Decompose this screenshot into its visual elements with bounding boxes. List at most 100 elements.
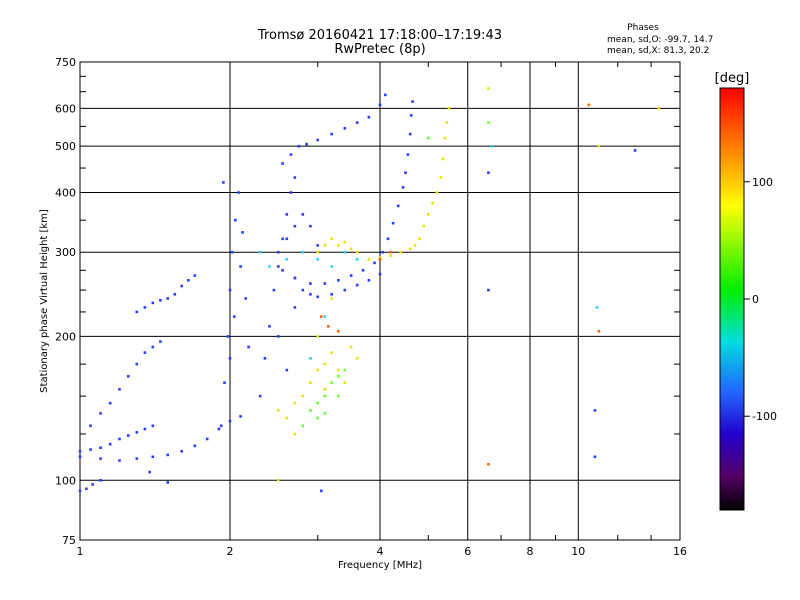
data-point — [233, 315, 236, 318]
data-point — [355, 357, 359, 360]
data-point — [355, 258, 359, 261]
data-point — [447, 107, 451, 110]
data-point — [293, 306, 297, 309]
data-point — [490, 144, 493, 148]
data-point — [330, 381, 333, 384]
data-point — [193, 444, 197, 448]
data-point — [99, 479, 102, 482]
data-point — [349, 345, 353, 349]
data-point — [277, 335, 280, 338]
data-point — [151, 301, 155, 305]
data-point — [173, 293, 177, 296]
data-point — [323, 315, 327, 318]
chart-subtitle: RwPretec (8p) — [334, 42, 425, 57]
data-point — [343, 127, 347, 130]
data-point — [343, 368, 347, 372]
data-point — [226, 335, 230, 338]
data-point — [143, 427, 147, 431]
data-point — [378, 258, 382, 261]
data-point — [293, 224, 297, 228]
data-point — [337, 394, 340, 398]
data-point — [316, 368, 319, 372]
data-point — [389, 250, 392, 254]
data-point — [327, 325, 330, 328]
y-tick-label: 600 — [55, 102, 76, 115]
data-point — [378, 272, 382, 276]
data-points — [78, 87, 660, 493]
data-point — [193, 274, 197, 277]
data-point — [135, 457, 139, 460]
data-point — [118, 437, 121, 441]
data-point — [404, 171, 407, 174]
data-point — [301, 394, 305, 398]
data-point — [427, 213, 430, 216]
data-point — [108, 401, 112, 405]
data-point — [320, 489, 323, 493]
data-point — [343, 381, 347, 384]
data-point — [309, 357, 312, 360]
y-axis-ticks: 75 100 200 300 400 500 600 750 — [55, 56, 76, 547]
data-point — [277, 409, 280, 412]
data-point — [159, 340, 162, 343]
data-point — [367, 279, 371, 282]
data-point — [487, 171, 490, 174]
data-point — [222, 181, 225, 184]
y-tick-label: 200 — [55, 330, 76, 343]
data-point — [378, 256, 382, 260]
chart-title: Tromsø 20160421 17:18:00–17:19:43 — [257, 28, 502, 43]
data-point — [431, 201, 434, 205]
data-point — [408, 132, 412, 136]
data-point — [381, 250, 384, 254]
data-point — [316, 258, 319, 261]
y-axis-label: Stationary phase Virtual Height [km] — [39, 209, 50, 393]
data-point — [337, 368, 340, 372]
data-point — [297, 144, 301, 148]
data-point — [443, 136, 447, 140]
data-point — [435, 191, 439, 194]
data-point — [487, 121, 490, 124]
data-point — [349, 274, 353, 277]
data-point — [445, 121, 449, 124]
data-point — [396, 204, 400, 208]
data-point — [241, 231, 244, 234]
data-point — [166, 297, 169, 300]
data-point — [228, 419, 232, 423]
x-tick-label: 1 — [77, 545, 84, 558]
data-point — [323, 362, 327, 366]
data-point — [330, 265, 333, 268]
data-point — [89, 424, 92, 428]
data-point — [285, 237, 289, 241]
data-point — [219, 424, 223, 428]
data-point — [85, 487, 88, 491]
data-point — [384, 93, 387, 97]
data-point — [316, 335, 319, 338]
data-point — [330, 132, 333, 136]
data-point — [89, 448, 92, 451]
data-point — [330, 293, 333, 296]
x-tick-label: 10 — [571, 545, 585, 558]
data-point — [151, 455, 155, 459]
data-point — [205, 437, 209, 441]
data-point — [355, 283, 359, 287]
data-point — [330, 297, 333, 300]
data-point — [272, 288, 276, 292]
data-point — [427, 136, 430, 140]
data-point — [441, 157, 445, 161]
data-point — [99, 446, 102, 449]
data-point — [301, 424, 305, 428]
data-point — [268, 265, 271, 268]
data-point — [337, 244, 340, 247]
data-point — [316, 244, 319, 247]
data-point — [367, 258, 371, 261]
data-point — [399, 250, 402, 254]
x-tick-label: 16 — [673, 545, 687, 558]
data-point — [487, 87, 490, 90]
data-point — [118, 459, 121, 462]
colorbar-tick-label: 0 — [752, 293, 759, 306]
data-point — [127, 434, 130, 437]
data-point — [301, 213, 305, 216]
data-point — [277, 265, 280, 268]
data-point — [166, 453, 169, 457]
data-point — [281, 269, 284, 272]
data-point — [309, 282, 312, 285]
